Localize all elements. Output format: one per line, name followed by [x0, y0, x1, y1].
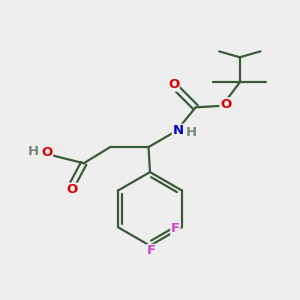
Text: F: F [147, 244, 156, 257]
Text: O: O [168, 78, 179, 91]
Text: F: F [171, 222, 180, 235]
Text: N: N [172, 124, 184, 137]
Text: H: H [28, 145, 39, 158]
Text: O: O [220, 98, 231, 111]
Text: O: O [66, 183, 78, 196]
Text: H: H [186, 126, 197, 139]
Text: O: O [41, 146, 52, 159]
